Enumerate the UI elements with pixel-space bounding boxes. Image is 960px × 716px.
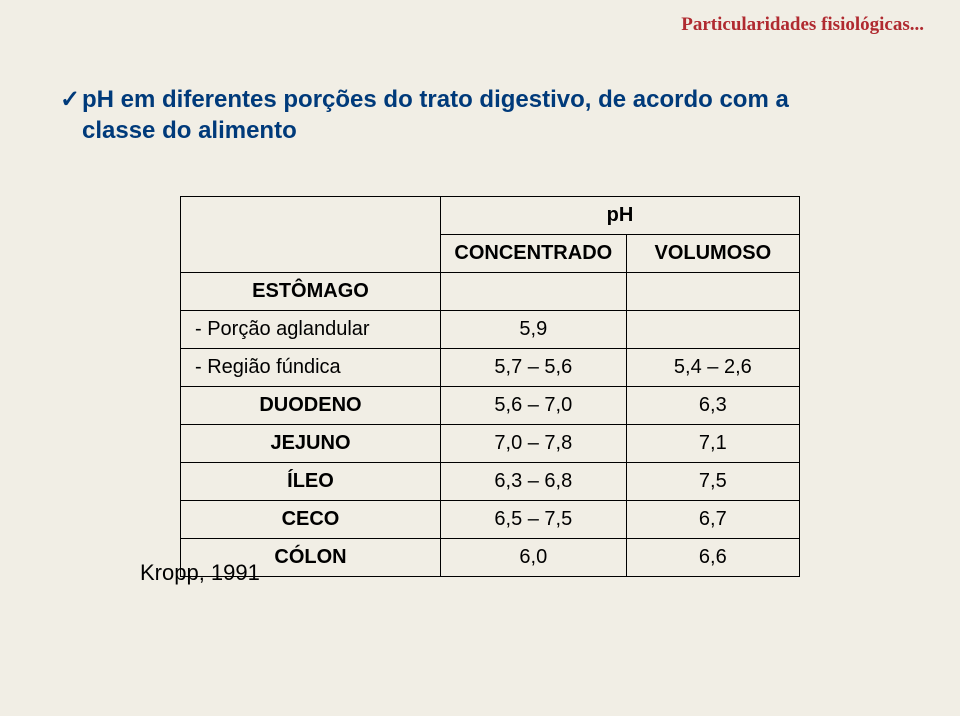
header-concentrado: CONCENTRADO <box>440 235 626 273</box>
row-label: CECO <box>181 501 441 539</box>
table-row: JEJUNO7,0 – 7,87,1 <box>181 425 800 463</box>
ph-table: pH CONCENTRADO VOLUMOSO ESTÔMAGO- Porção… <box>180 196 800 577</box>
header-text: Particularidades fisiológicas... <box>681 14 924 36</box>
ph-table-wrap: pH CONCENTRADO VOLUMOSO ESTÔMAGO- Porção… <box>180 196 800 577</box>
row-label: - Porção aglandular <box>181 311 441 349</box>
row-conc: 6,5 – 7,5 <box>440 501 626 539</box>
header-empty <box>181 197 441 273</box>
table-row: CECO6,5 – 7,56,7 <box>181 501 800 539</box>
row-vol <box>626 311 799 349</box>
table-row: CÓLON6,06,6 <box>181 539 800 577</box>
row-conc: 5,6 – 7,0 <box>440 387 626 425</box>
row-conc: 5,7 – 5,6 <box>440 349 626 387</box>
subtitle: ✓pH em diferentes porções do trato diges… <box>60 84 789 146</box>
table-header-row-1: pH <box>181 197 800 235</box>
row-conc: 7,0 – 7,8 <box>440 425 626 463</box>
subtitle-line2: classe do alimento <box>82 117 297 144</box>
table-body: ESTÔMAGO- Porção aglandular5,9- Região f… <box>181 273 800 577</box>
header-ph: pH <box>440 197 799 235</box>
table-row: - Porção aglandular5,9 <box>181 311 800 349</box>
row-label: - Região fúndica <box>181 349 441 387</box>
row-conc: 6,3 – 6,8 <box>440 463 626 501</box>
row-conc <box>440 273 626 311</box>
row-vol <box>626 273 799 311</box>
row-vol: 7,5 <box>626 463 799 501</box>
row-vol: 7,1 <box>626 425 799 463</box>
row-conc: 6,0 <box>440 539 626 577</box>
check-icon: ✓ <box>60 84 82 115</box>
subtitle-line1: pH em diferentes porções do trato digest… <box>82 86 789 113</box>
row-label: ÍLEO <box>181 463 441 501</box>
citation: Kropp, 1991 <box>140 560 260 586</box>
row-vol: 6,3 <box>626 387 799 425</box>
table-row: - Região fúndica5,7 – 5,65,4 – 2,6 <box>181 349 800 387</box>
row-vol: 6,7 <box>626 501 799 539</box>
table-row: ESTÔMAGO <box>181 273 800 311</box>
row-label: JEJUNO <box>181 425 441 463</box>
header-volumoso: VOLUMOSO <box>626 235 799 273</box>
table-row: DUODENO5,6 – 7,06,3 <box>181 387 800 425</box>
row-label: ESTÔMAGO <box>181 273 441 311</box>
table-row: ÍLEO6,3 – 6,87,5 <box>181 463 800 501</box>
row-vol: 5,4 – 2,6 <box>626 349 799 387</box>
row-label: DUODENO <box>181 387 441 425</box>
row-vol: 6,6 <box>626 539 799 577</box>
row-conc: 5,9 <box>440 311 626 349</box>
